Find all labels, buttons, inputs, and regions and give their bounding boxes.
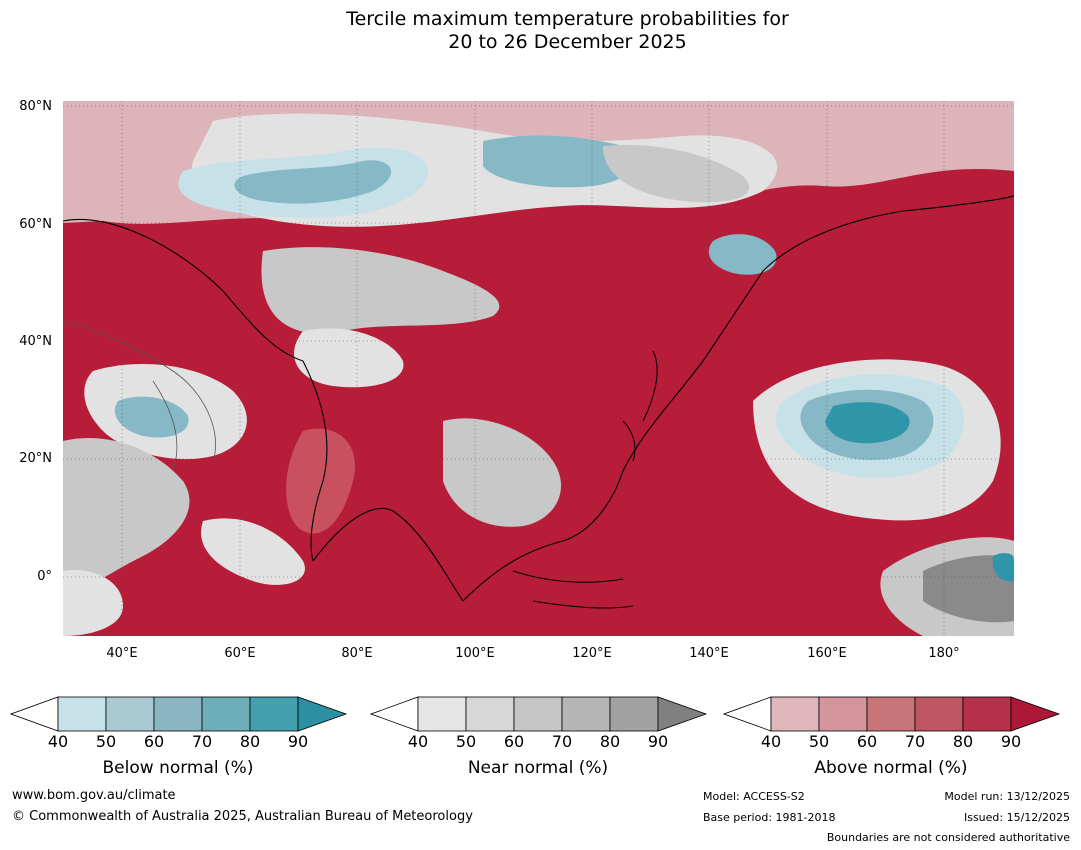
near-cbar-upper-extension: [657, 696, 708, 732]
below-tick-70: 70: [191, 732, 213, 751]
above-tick-90: 90: [1000, 732, 1022, 751]
lon-label-60e: 60°E: [224, 646, 256, 661]
region-near-indian-ocean: [201, 518, 305, 585]
title-line-1: Tercile maximum temperature probabilitie…: [346, 8, 789, 30]
near-cbar-segment-3: [513, 696, 563, 732]
region-below-dark-north-pacific: [825, 402, 910, 444]
below-tick-60: 60: [143, 732, 165, 751]
above-tick-80: 80: [952, 732, 974, 751]
above-cbar-segment-4: [914, 696, 964, 732]
below-tick-80: 80: [239, 732, 261, 751]
region-near-indochina: [443, 418, 562, 527]
region-below-mid-siberia: [234, 160, 392, 204]
region-near-caspian: [294, 328, 404, 388]
above-normal-label: Above normal (%): [814, 758, 968, 778]
near-tick-90: 90: [647, 732, 669, 751]
below-cbar-segment-2: [105, 696, 155, 732]
above-cbar-segment-1: [770, 696, 820, 732]
region-below-okhotsk: [708, 234, 777, 275]
coastline-japan: [622, 350, 658, 462]
lon-label-140e: 140°E: [689, 646, 729, 661]
near-tick-50: 50: [455, 732, 477, 751]
above-tick-60: 60: [856, 732, 878, 751]
region-above-mid-india: [286, 428, 355, 534]
issued-date: Issued: 15/12/2025: [963, 811, 1070, 824]
colorbar-near-normal: [370, 696, 708, 732]
lat-label-60n: 60°N: [19, 217, 52, 232]
above-tick-40: 40: [760, 732, 782, 751]
above-tick-70: 70: [904, 732, 926, 751]
above-cbar-segment-5: [962, 696, 1012, 732]
lon-label-120e: 120°E: [572, 646, 612, 661]
gridlines: [63, 101, 1014, 636]
above-cbar-segment-3: [866, 696, 916, 732]
near-cbar-segment-4: [561, 696, 611, 732]
model-name: Model: ACCESS-S2: [703, 790, 805, 803]
above-cbar-segment-2: [818, 696, 868, 732]
region-below-central-siberia: [483, 135, 638, 188]
below-cbar-segment-5: [249, 696, 299, 732]
below-cbar-upper-extension: [297, 696, 348, 732]
below-tick-50: 50: [95, 732, 117, 751]
lat-label-0: 0°: [37, 569, 52, 584]
colorbar-above-normal: [723, 696, 1061, 732]
region-below-arabia: [114, 396, 189, 438]
near-tick-70: 70: [551, 732, 573, 751]
model-run-date: Model run: 13/12/2025: [944, 790, 1070, 803]
near-cbar-segment-1: [417, 696, 467, 732]
below-tick-90: 90: [287, 732, 309, 751]
lon-label-180: 180°: [928, 646, 960, 661]
below-cbar-segment-4: [201, 696, 251, 732]
below-tick-40: 40: [47, 732, 69, 751]
lat-label-20n: 20°N: [19, 451, 52, 466]
below-cbar-segment-3: [153, 696, 203, 732]
near-cbar-segment-5: [609, 696, 659, 732]
near-normal-label: Near normal (%): [467, 758, 609, 778]
near-cbar-lower-extension: [370, 696, 419, 732]
above-cbar-upper-extension: [1010, 696, 1061, 732]
title-line-2: 20 to 26 December 2025: [448, 31, 687, 53]
map-svg: [63, 101, 1014, 636]
boundaries-disclaimer: Boundaries are not considered authoritat…: [826, 831, 1070, 844]
colorbar-below-normal: [10, 696, 348, 732]
lat-label-80n: 80°N: [19, 99, 52, 114]
region-near-south-africa: [63, 570, 123, 636]
near-tick-40: 40: [407, 732, 429, 751]
country-boundaries: [63, 320, 216, 472]
probability-map: [63, 101, 1014, 636]
near-tick-60: 60: [503, 732, 525, 751]
near-tick-80: 80: [599, 732, 621, 751]
base-period: Base period: 1981-2018: [703, 811, 836, 824]
lon-label-80e: 80°E: [341, 646, 373, 661]
below-normal-label: Below normal (%): [102, 758, 254, 778]
region-below-dark-south-pacific: [992, 553, 1014, 582]
region-near-central-asia: [261, 247, 500, 334]
lon-label-40e: 40°E: [106, 646, 138, 661]
coastline-outline: [63, 195, 1014, 602]
above-tick-50: 50: [808, 732, 830, 751]
above-cbar-lower-extension: [723, 696, 772, 732]
copyright-text: © Commonwealth of Australia 2025, Austra…: [12, 809, 473, 824]
website-link[interactable]: www.bom.gov.au/climate: [12, 788, 176, 803]
near-cbar-segment-2: [465, 696, 515, 732]
map-title: Tercile maximum temperature probabilitie…: [0, 8, 1081, 54]
lat-label-40n: 40°N: [19, 334, 52, 349]
lon-label-160e: 160°E: [807, 646, 847, 661]
coastline-indonesia: [512, 570, 634, 609]
region-near-dark-south-pacific: [923, 555, 1014, 623]
region-near-east-siberia: [603, 145, 750, 203]
below-cbar-lower-extension: [10, 696, 59, 732]
region-near-east-africa: [63, 437, 190, 601]
lon-label-100e: 100°E: [455, 646, 495, 661]
below-cbar-segment-1: [57, 696, 107, 732]
